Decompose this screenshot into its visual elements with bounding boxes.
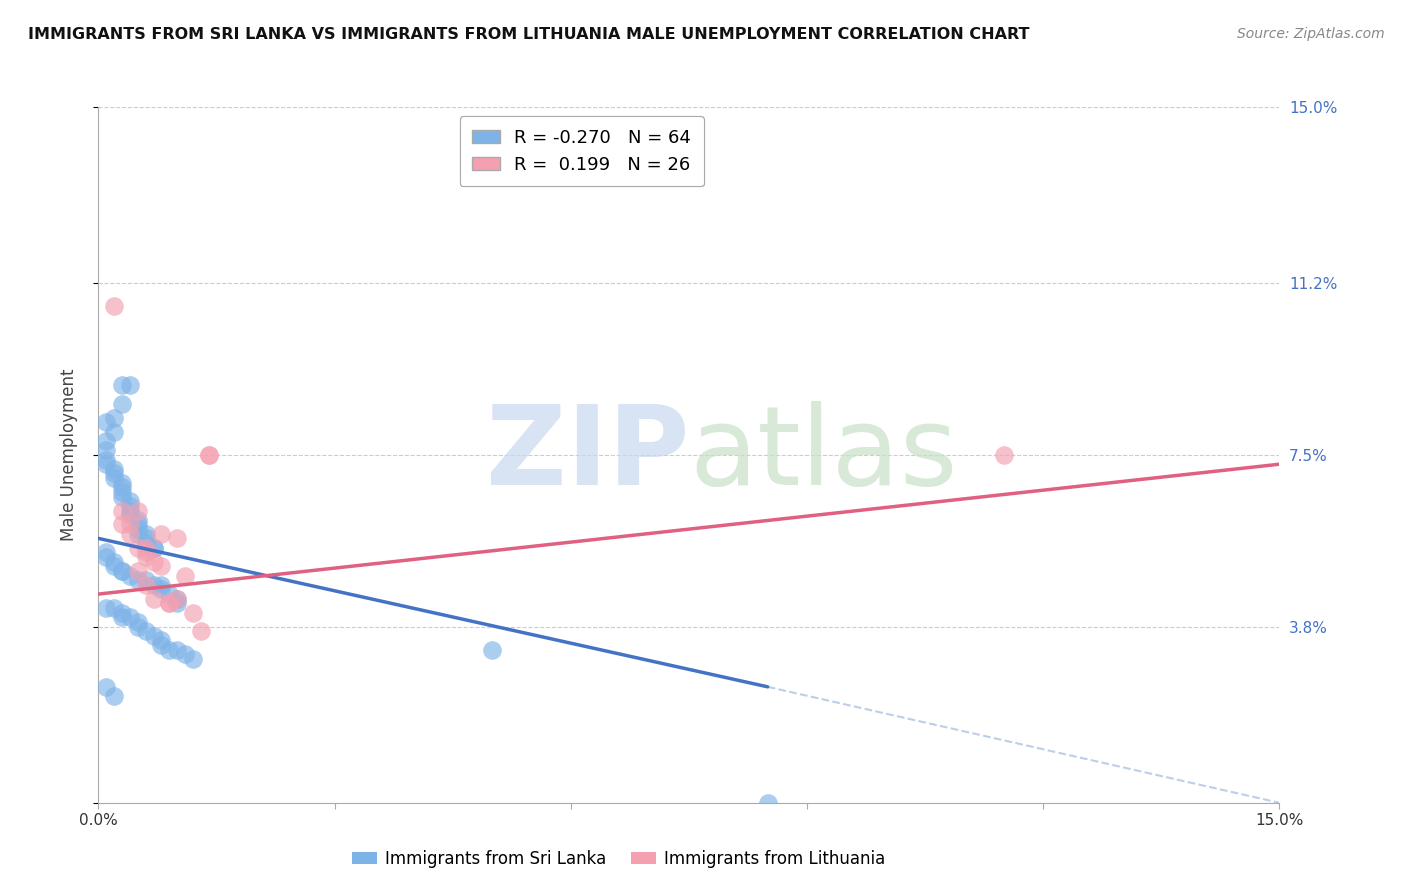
Point: [127, 517, 149, 532]
Point: [111, 480, 134, 494]
Point: [118, 508, 141, 523]
Point: [756, 796, 779, 810]
Point: [190, 624, 212, 639]
Point: [157, 596, 180, 610]
Point: [150, 578, 173, 592]
Point: [142, 541, 165, 555]
Point: [103, 471, 125, 485]
Point: [118, 499, 141, 513]
Point: [103, 425, 125, 439]
Text: ZIP: ZIP: [485, 401, 689, 508]
Point: [111, 564, 134, 578]
Point: [135, 532, 157, 546]
Point: [174, 568, 197, 582]
Point: [150, 559, 173, 574]
Point: [135, 536, 157, 550]
Point: [111, 503, 134, 517]
Point: [111, 378, 134, 392]
Point: [103, 300, 125, 314]
Point: [111, 485, 134, 500]
Text: IMMIGRANTS FROM SRI LANKA VS IMMIGRANTS FROM LITHUANIA MALE UNEMPLOYMENT CORRELA: IMMIGRANTS FROM SRI LANKA VS IMMIGRANTS …: [28, 27, 1029, 42]
Point: [142, 629, 165, 643]
Point: [96, 416, 118, 430]
Point: [197, 448, 219, 462]
Point: [103, 555, 125, 569]
Point: [135, 578, 157, 592]
Point: [111, 517, 134, 532]
Point: [111, 606, 134, 620]
Point: [127, 522, 149, 536]
Point: [103, 689, 125, 703]
Point: [135, 549, 157, 564]
Point: [118, 526, 141, 541]
Y-axis label: Male Unemployment: Male Unemployment: [59, 368, 77, 541]
Point: [96, 452, 118, 467]
Point: [111, 490, 134, 504]
Point: [481, 642, 503, 657]
Point: [103, 467, 125, 481]
Point: [118, 494, 141, 508]
Point: [142, 541, 165, 555]
Point: [174, 648, 197, 662]
Point: [127, 619, 149, 633]
Point: [135, 573, 157, 587]
Point: [127, 503, 149, 517]
Point: [103, 601, 125, 615]
Legend: R = -0.270   N = 64, R =  0.199   N = 26: R = -0.270 N = 64, R = 0.199 N = 26: [460, 116, 703, 186]
Point: [111, 397, 134, 411]
Point: [142, 591, 165, 606]
Point: [96, 545, 118, 559]
Point: [96, 443, 118, 458]
Point: [127, 573, 149, 587]
Point: [127, 564, 149, 578]
Point: [166, 591, 188, 606]
Point: [150, 526, 173, 541]
Point: [142, 555, 165, 569]
Point: [118, 568, 141, 582]
Point: [150, 638, 173, 652]
Point: [96, 549, 118, 564]
Point: [166, 596, 188, 610]
Point: [181, 652, 204, 666]
Point: [103, 462, 125, 476]
Point: [127, 615, 149, 629]
Point: [993, 448, 1015, 462]
Text: atlas: atlas: [689, 401, 957, 508]
Point: [142, 578, 165, 592]
Point: [127, 513, 149, 527]
Point: [157, 587, 180, 601]
Point: [166, 642, 188, 657]
Point: [157, 642, 180, 657]
Point: [197, 448, 219, 462]
Point: [135, 541, 157, 555]
Point: [166, 591, 188, 606]
Point: [181, 606, 204, 620]
Point: [103, 559, 125, 574]
Point: [118, 610, 141, 624]
Point: [166, 532, 188, 546]
Point: [96, 457, 118, 471]
Point: [157, 596, 180, 610]
Point: [111, 610, 134, 624]
Point: [111, 475, 134, 490]
Point: [118, 378, 141, 392]
Text: Source: ZipAtlas.com: Source: ZipAtlas.com: [1237, 27, 1385, 41]
Point: [127, 526, 149, 541]
Point: [96, 434, 118, 448]
Point: [150, 633, 173, 648]
Point: [111, 564, 134, 578]
Point: [103, 410, 125, 425]
Point: [96, 601, 118, 615]
Legend: Immigrants from Sri Lanka, Immigrants from Lithuania: Immigrants from Sri Lanka, Immigrants fr…: [344, 844, 893, 875]
Point: [135, 526, 157, 541]
Point: [118, 503, 141, 517]
Point: [135, 624, 157, 639]
Point: [96, 680, 118, 694]
Point: [150, 582, 173, 597]
Point: [118, 517, 141, 532]
Point: [127, 541, 149, 555]
Point: [135, 545, 157, 559]
